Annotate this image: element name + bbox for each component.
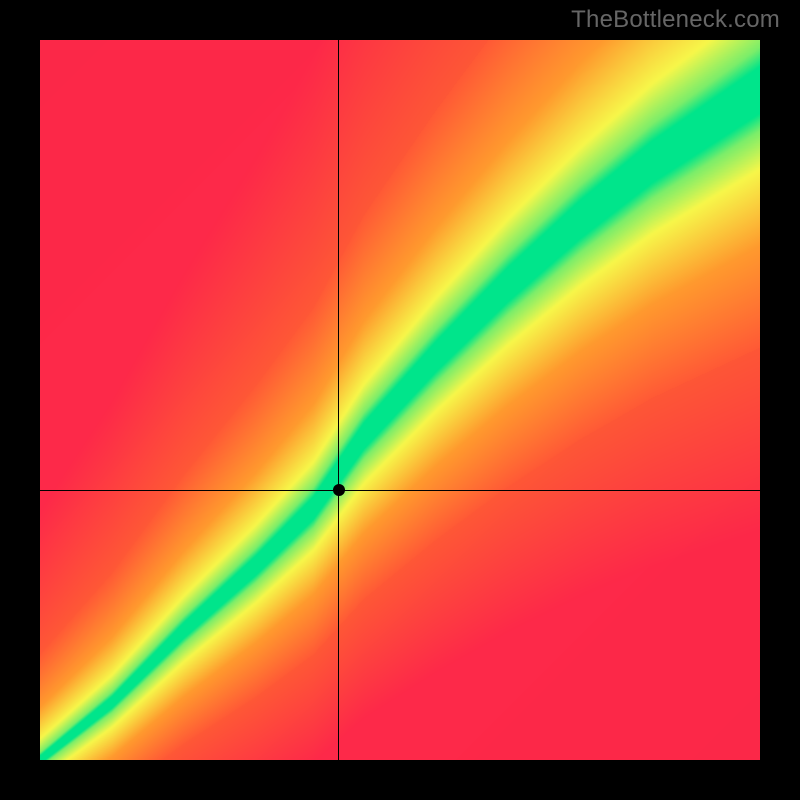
crosshair-vertical (338, 40, 339, 760)
plot-area (40, 40, 760, 760)
crosshair-horizontal (40, 490, 760, 491)
crosshair-marker (333, 484, 345, 496)
watermark-text: TheBottleneck.com (571, 6, 780, 34)
heatmap-canvas (40, 40, 760, 760)
figure-container: TheBottleneck.com (0, 0, 800, 800)
